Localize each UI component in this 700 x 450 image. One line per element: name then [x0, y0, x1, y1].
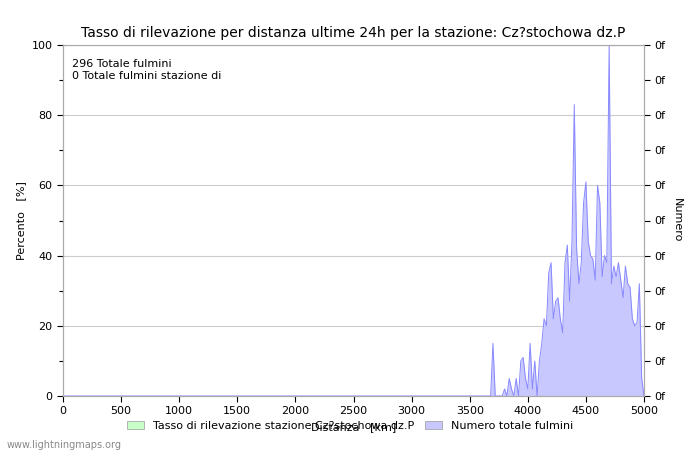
Text: 296 Totale fulmini
0 Totale fulmini stazione di: 296 Totale fulmini 0 Totale fulmini staz… [71, 59, 221, 81]
X-axis label: Distanza   [km]: Distanza [km] [311, 422, 396, 432]
Text: www.lightningmaps.org: www.lightningmaps.org [7, 440, 122, 450]
Legend: Tasso di rilevazione stazione Cz?stochowa dz.P, Numero totale fulmini: Tasso di rilevazione stazione Cz?stochow… [122, 416, 577, 436]
Y-axis label: Percento   [%]: Percento [%] [16, 181, 26, 260]
Title: Tasso di rilevazione per distanza ultime 24h per la stazione: Cz?stochowa dz.P: Tasso di rilevazione per distanza ultime… [81, 26, 626, 40]
Y-axis label: Numero: Numero [672, 198, 682, 243]
